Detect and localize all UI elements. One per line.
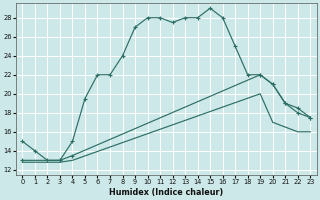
X-axis label: Humidex (Indice chaleur): Humidex (Indice chaleur) [109,188,223,197]
